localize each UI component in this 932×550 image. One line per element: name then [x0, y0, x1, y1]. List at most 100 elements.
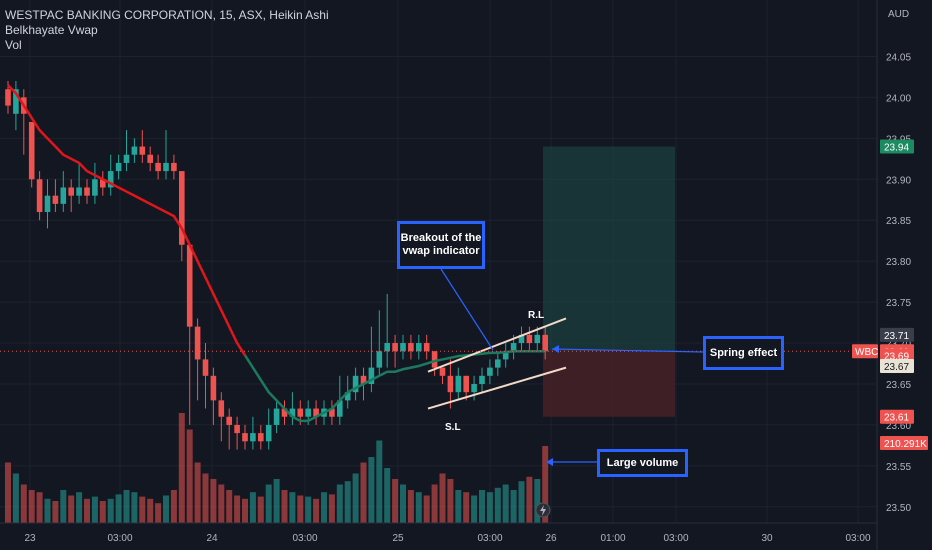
- symbol-title[interactable]: WESTPAC BANKING CORPORATION, 15, ASX, He…: [5, 8, 329, 22]
- volume-bar: [249, 492, 256, 523]
- indicator-vwap-label[interactable]: Belkhayate Vwap: [5, 23, 98, 37]
- candle-body: [44, 195, 51, 213]
- price-tag: [880, 358, 914, 373]
- candle-body: [84, 187, 90, 196]
- channel-lower-line: [427, 366, 567, 410]
- candle-body: [76, 187, 82, 196]
- candle-body: [423, 343, 430, 352]
- price-tick-label: 23.55: [886, 462, 911, 473]
- candle-body: [479, 375, 485, 384]
- callout-volume: Large volume: [597, 449, 688, 477]
- sl-label: S.L: [445, 422, 461, 433]
- candle-body: [542, 334, 548, 352]
- volume-bar: [147, 498, 154, 523]
- price-tag: [880, 409, 914, 424]
- volume-bar: [392, 479, 399, 523]
- candle-body: [179, 171, 185, 245]
- candle-body: [115, 162, 122, 172]
- volume-bar: [423, 495, 430, 523]
- price-tick-label: 23.80: [886, 257, 911, 268]
- volume-bar: [494, 487, 501, 523]
- candle-body: [313, 408, 319, 417]
- stop-zone: [543, 351, 675, 417]
- indicator-volume-label[interactable]: Vol: [5, 38, 22, 52]
- callout-volume-text: Large volume: [606, 456, 679, 469]
- candle-body: [384, 343, 390, 352]
- volume-bar: [368, 457, 375, 523]
- callout-spring: Spring effect: [703, 336, 784, 370]
- volume-bar: [336, 484, 343, 523]
- price-tag-label: 23.69: [884, 351, 909, 362]
- candle-body: [368, 367, 375, 384]
- price-tick-label: 24.05: [886, 52, 911, 63]
- channel-upper-line: [427, 317, 567, 373]
- volume-bar: [328, 494, 335, 523]
- candle-body: [408, 343, 414, 352]
- volume-bar: [170, 490, 177, 523]
- symbol-badge-label: WBC: [855, 347, 878, 358]
- volume-bar: [242, 498, 248, 523]
- volume-bar: [115, 494, 122, 523]
- time-tick-label: 03:00: [292, 533, 317, 544]
- time-tick-label: 03:00: [477, 533, 502, 544]
- candle-body: [289, 408, 296, 417]
- price-tag: [880, 139, 914, 154]
- price-tag: [880, 435, 928, 450]
- volume-bar: [439, 473, 446, 523]
- lightning-glyph: [540, 505, 546, 516]
- callout-breakout: Breakout of the vwap indicator: [397, 221, 485, 269]
- candle-body: [297, 408, 304, 417]
- candle-body: [210, 375, 217, 401]
- volume-bar: [139, 496, 146, 523]
- time-tick-label: 24: [206, 533, 218, 544]
- candle-body: [329, 408, 335, 417]
- candle-body: [242, 433, 248, 442]
- spring-arrowhead: [552, 345, 559, 353]
- candle-body: [13, 89, 19, 114]
- callout-breakout-text: Breakout of the vwap indicator: [400, 232, 482, 257]
- volume-bar: [321, 492, 327, 523]
- candle-body: [234, 424, 240, 434]
- candle-body: [392, 343, 398, 352]
- volume-bar: [84, 498, 90, 523]
- candle-body: [337, 400, 343, 417]
- volume-bar: [415, 492, 422, 523]
- time-tick-label: 03:00: [845, 533, 870, 544]
- candle-body: [36, 179, 43, 213]
- currency-label: AUD: [888, 9, 909, 20]
- price-tick-label: 23.75: [886, 298, 911, 309]
- candle-body: [52, 195, 59, 204]
- breakout-arrow: [440, 268, 494, 351]
- volume-bar: [431, 484, 438, 523]
- candle-body: [281, 408, 288, 417]
- candle-body: [60, 187, 67, 204]
- candle-body: [202, 359, 209, 376]
- volume-bar: [510, 490, 517, 523]
- volume-bar: [542, 446, 549, 523]
- volume-bar: [273, 479, 280, 523]
- candle-body: [376, 351, 383, 368]
- price-tick-label: 23.85: [886, 216, 911, 227]
- candle-body: [534, 334, 541, 344]
- volume-bar: [344, 481, 351, 523]
- price-tick-label: 24.00: [886, 93, 911, 104]
- candle-body: [510, 343, 517, 352]
- volume-bar: [234, 495, 241, 523]
- vwap-line-down: [7, 84, 247, 357]
- candle-body: [147, 154, 153, 163]
- symbol-badge: [852, 344, 878, 359]
- price-tag-label: 23.61: [884, 413, 909, 424]
- volume-bar: [91, 496, 98, 523]
- candle-body: [226, 416, 232, 425]
- volume-bar: [407, 490, 414, 523]
- price-tag-label: 23.94: [884, 143, 909, 154]
- volume-bar: [400, 484, 406, 523]
- volume-bar: [28, 490, 35, 523]
- candle-body: [28, 121, 35, 180]
- candle-body: [258, 433, 264, 442]
- volume-bar: [44, 498, 51, 523]
- candle-body: [107, 171, 114, 188]
- volume-bar: [131, 492, 138, 523]
- candle-body: [123, 154, 130, 163]
